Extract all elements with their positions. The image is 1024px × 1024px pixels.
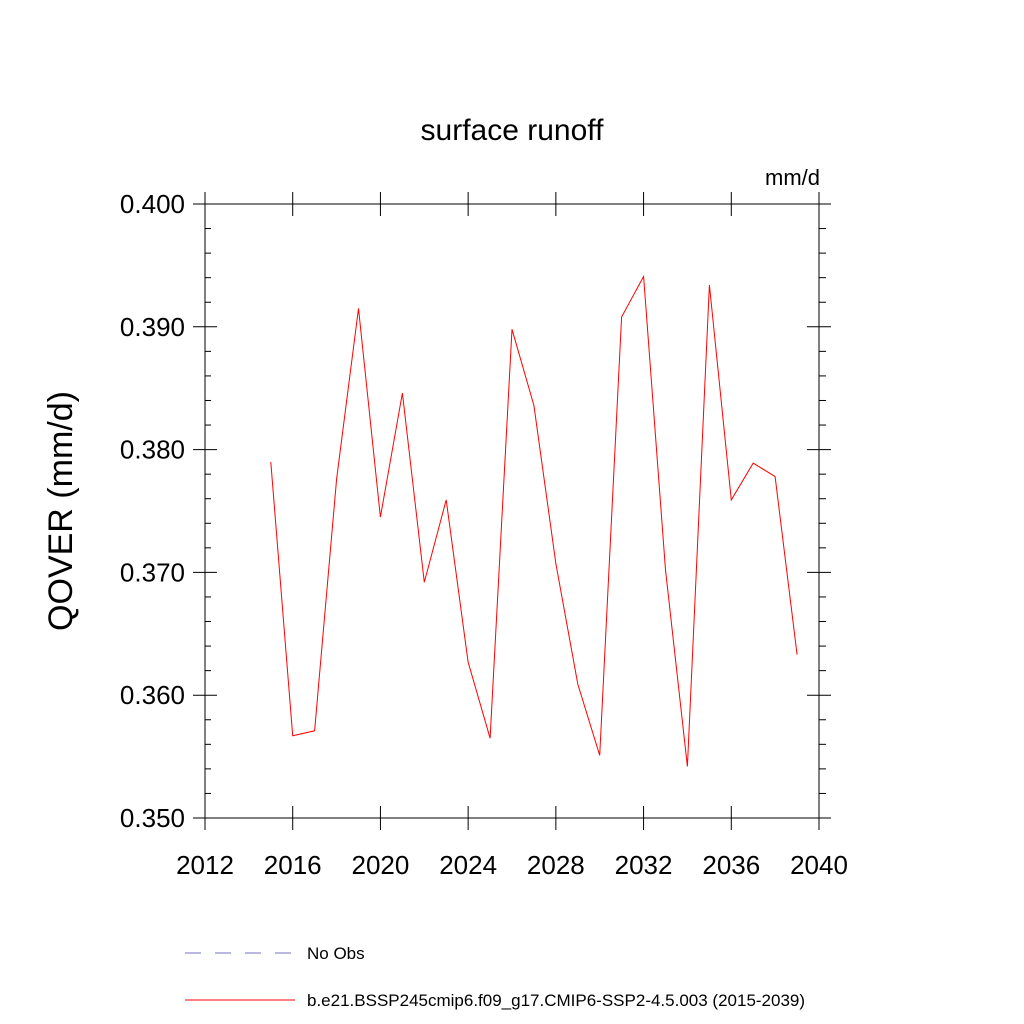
series-layer [270, 274, 798, 767]
x-tick-label: 2032 [615, 850, 673, 880]
y-axis-label: QOVER (mm/d) [42, 391, 80, 631]
legend: No Obs b.e21.BSSP245cmip6.f09_g17.CMIP6-… [185, 944, 805, 1010]
x-tick-label: 2040 [790, 850, 848, 880]
legend-label-no-obs: No Obs [307, 944, 365, 963]
y-tick-label: 0.400 [120, 189, 185, 219]
units-label: mm/d [765, 165, 820, 190]
y-tick-label: 0.380 [120, 435, 185, 465]
axis-ticks [193, 192, 831, 830]
y-tick-label: 0.350 [120, 803, 185, 833]
x-tick-labels: 2012 2016 2020 2024 2028 2032 2036 2040 [176, 850, 848, 880]
x-tick-label: 2020 [352, 850, 410, 880]
y-tick-label: 0.390 [120, 312, 185, 342]
x-tick-label: 2012 [176, 850, 234, 880]
series-line-0 [270, 274, 798, 767]
x-tick-label: 2028 [527, 850, 585, 880]
chart-title: surface runoff [421, 114, 605, 147]
x-tick-label: 2036 [702, 850, 760, 880]
x-tick-label: 2024 [439, 850, 497, 880]
y-tick-label: 0.360 [120, 680, 185, 710]
y-tick-labels: 0.350 0.360 0.370 0.380 0.390 0.400 [120, 189, 185, 833]
y-tick-label: 0.370 [120, 557, 185, 587]
legend-label-model-run: b.e21.BSSP245cmip6.f09_g17.CMIP6-SSP2-4.… [307, 991, 805, 1010]
x-tick-label: 2016 [264, 850, 322, 880]
plot-frame [204, 203, 820, 819]
